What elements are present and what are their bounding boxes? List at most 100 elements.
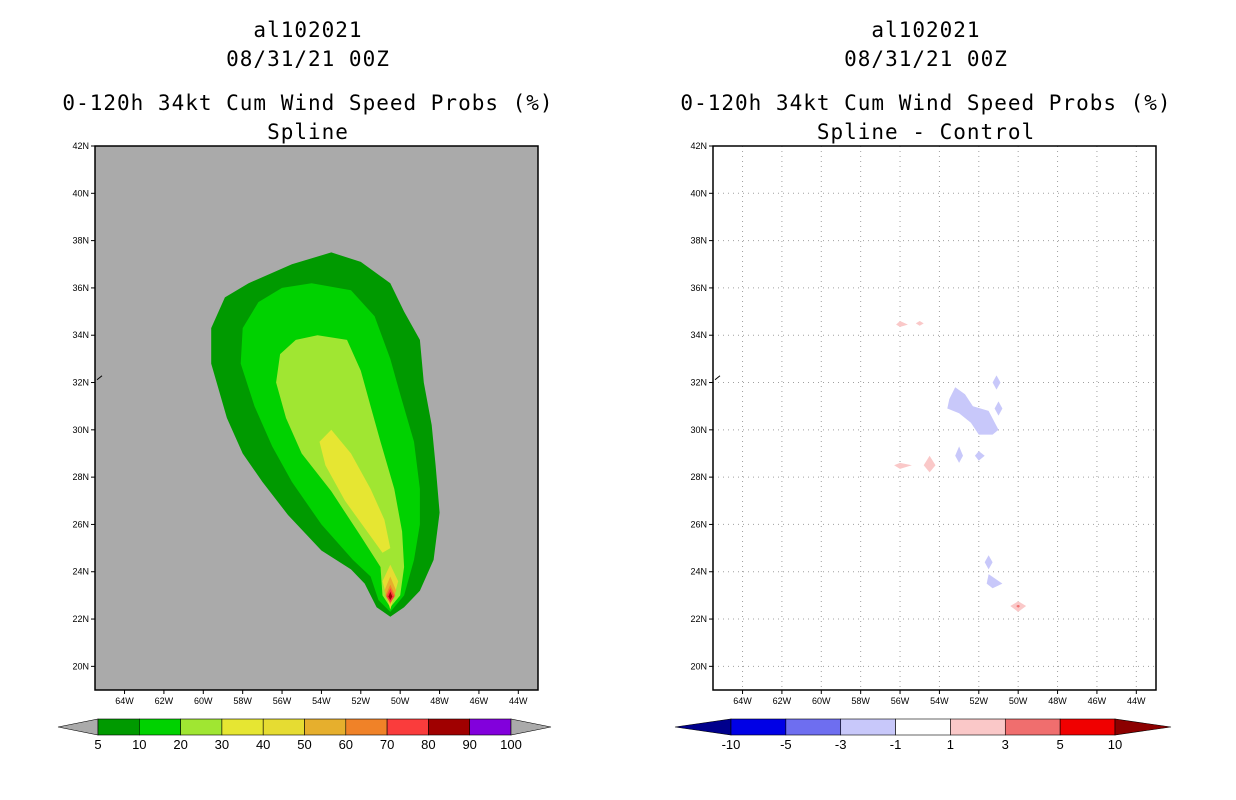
colorbar-segment bbox=[304, 718, 347, 736]
y-tick-label: 42N bbox=[72, 141, 89, 151]
x-tick-label: 56W bbox=[273, 696, 292, 706]
colorbar-label: 3 bbox=[1002, 737, 1009, 752]
contour-level-1 bbox=[896, 321, 908, 327]
colorbar-above-triangle bbox=[510, 718, 552, 736]
colorbar-segment bbox=[386, 718, 429, 736]
colorbar-label: 5 bbox=[94, 737, 101, 752]
colorbar-label: 50 bbox=[297, 737, 311, 752]
x-tick-label: 52W bbox=[352, 696, 371, 706]
y-tick-label: 24N bbox=[72, 567, 89, 577]
colorbar-segment bbox=[262, 718, 305, 736]
colorbar-below-triangle bbox=[57, 718, 99, 736]
x-tick-label: 52W bbox=[970, 696, 989, 706]
y-tick-label: 34N bbox=[72, 330, 89, 340]
y-tick-label: 32N bbox=[72, 378, 89, 388]
x-tick-label: 46W bbox=[470, 696, 489, 706]
contour-level-3 bbox=[1016, 604, 1021, 608]
contour-level-neg3 bbox=[974, 451, 985, 461]
y-tick-label: 42N bbox=[690, 141, 707, 151]
x-tick-label: 48W bbox=[430, 696, 449, 706]
x-tick-label: 44W bbox=[1127, 696, 1146, 706]
x-tick-label: 50W bbox=[1009, 696, 1028, 706]
right-datetime: 08/31/21 00Z bbox=[844, 47, 1008, 71]
y-tick-label: 36N bbox=[690, 283, 707, 293]
y-tick-label: 40N bbox=[72, 188, 89, 198]
contour-level-neg3 bbox=[955, 446, 963, 463]
y-tick-label: 20N bbox=[690, 661, 707, 671]
colorbar-label: 10 bbox=[1108, 737, 1122, 752]
y-tick-label: 36N bbox=[72, 283, 89, 293]
x-tick-label: 54W bbox=[312, 696, 331, 706]
plot-frame bbox=[94, 145, 539, 691]
colorbar-segment bbox=[180, 718, 223, 736]
contour-level-1 bbox=[915, 321, 924, 326]
x-tick-label: 58W bbox=[233, 696, 252, 706]
colorbar-label: 20 bbox=[173, 737, 187, 752]
colorbar-label: 5 bbox=[1057, 737, 1064, 752]
coastline-fragment bbox=[96, 375, 103, 381]
y-tick-label: 40N bbox=[690, 188, 707, 198]
plot-frame bbox=[712, 145, 1157, 691]
colorbar-label: 40 bbox=[256, 737, 270, 752]
contour-level-neg3 bbox=[994, 401, 1003, 416]
colorbar-label: -1 bbox=[890, 737, 902, 752]
y-tick-label: 22N bbox=[690, 614, 707, 624]
contour-level-neg3 bbox=[992, 375, 1001, 390]
y-tick-label: 32N bbox=[690, 378, 707, 388]
y-tick-label: 30N bbox=[690, 425, 707, 435]
x-tick-label: 62W bbox=[773, 696, 792, 706]
contour-level-neg3 bbox=[986, 574, 1003, 589]
colorbar-segment bbox=[1004, 718, 1061, 736]
colorbar-segment bbox=[221, 718, 264, 736]
x-tick-label: 60W bbox=[194, 696, 213, 706]
x-tick-label: 50W bbox=[391, 696, 410, 706]
x-tick-label: 58W bbox=[851, 696, 870, 706]
colorbar-segment bbox=[950, 718, 1006, 736]
colorbar-segment bbox=[1059, 718, 1116, 736]
contour-level-neg3 bbox=[984, 555, 993, 570]
colorbar-label: -5 bbox=[780, 737, 792, 752]
left-probability-chart: 64W 62W 60W 58W 56W 54W 52W 50W 48W 46W 44W 20N 22N 2… bbox=[57, 141, 552, 752]
right-chart-subtitle: Spline - Control bbox=[816, 120, 1036, 144]
contour-level-30 bbox=[319, 429, 391, 553]
y-tick-label: 38N bbox=[72, 236, 89, 246]
colorbar-label: 10 bbox=[132, 737, 146, 752]
colorbar-segment bbox=[840, 718, 896, 736]
y-tick-label: 28N bbox=[72, 472, 89, 482]
colorbar-segment bbox=[895, 718, 951, 736]
colorbar-label: -10 bbox=[722, 737, 741, 752]
right-difference-chart: 64W 62W 60W 58W 56W 54W 52W 50W 48W 46W 44W 20N 22N 2… bbox=[674, 141, 1172, 752]
y-tick-label: 26N bbox=[690, 519, 707, 529]
y-tick-label: 26N bbox=[72, 519, 89, 529]
x-tick-label: 56W bbox=[891, 696, 910, 706]
colorbar-below-triangle bbox=[674, 718, 732, 736]
x-tick-label: 46W bbox=[1088, 696, 1107, 706]
y-tick-label: 38N bbox=[690, 236, 707, 246]
y-tick-label: 22N bbox=[72, 614, 89, 624]
y-tick-label: 28N bbox=[690, 472, 707, 482]
y-tick-label: 34N bbox=[690, 330, 707, 340]
x-tick-label: 64W bbox=[733, 696, 752, 706]
colorbar-segment bbox=[345, 718, 388, 736]
x-tick-label: 48W bbox=[1048, 696, 1067, 706]
left-storm-id: al102021 bbox=[253, 18, 363, 42]
colorbar-segment bbox=[730, 718, 787, 736]
colorbar-label: 30 bbox=[215, 737, 229, 752]
colorbar-segment bbox=[97, 718, 140, 736]
plot-background bbox=[713, 146, 1156, 690]
y-tick-label: 30N bbox=[72, 425, 89, 435]
left-datetime: 08/31/21 00Z bbox=[226, 47, 390, 71]
colorbar-label: 100 bbox=[500, 737, 522, 752]
x-tick-label: 44W bbox=[509, 696, 528, 706]
y-tick-label: 20N bbox=[72, 661, 89, 671]
colorbar-label: 70 bbox=[380, 737, 394, 752]
contour-level-neg3 bbox=[947, 387, 999, 435]
x-tick-label: 62W bbox=[155, 696, 174, 706]
contour-level-1 bbox=[894, 462, 912, 469]
colorbar-label: 80 bbox=[421, 737, 435, 752]
right-chart-title: 0-120h 34kt Cum Wind Speed Probs (%) bbox=[680, 91, 1172, 115]
colorbar-label: 1 bbox=[947, 737, 954, 752]
colorbar-segment bbox=[428, 718, 470, 736]
colorbar-label: -3 bbox=[835, 737, 847, 752]
left-chart-subtitle: Spline bbox=[267, 120, 349, 144]
